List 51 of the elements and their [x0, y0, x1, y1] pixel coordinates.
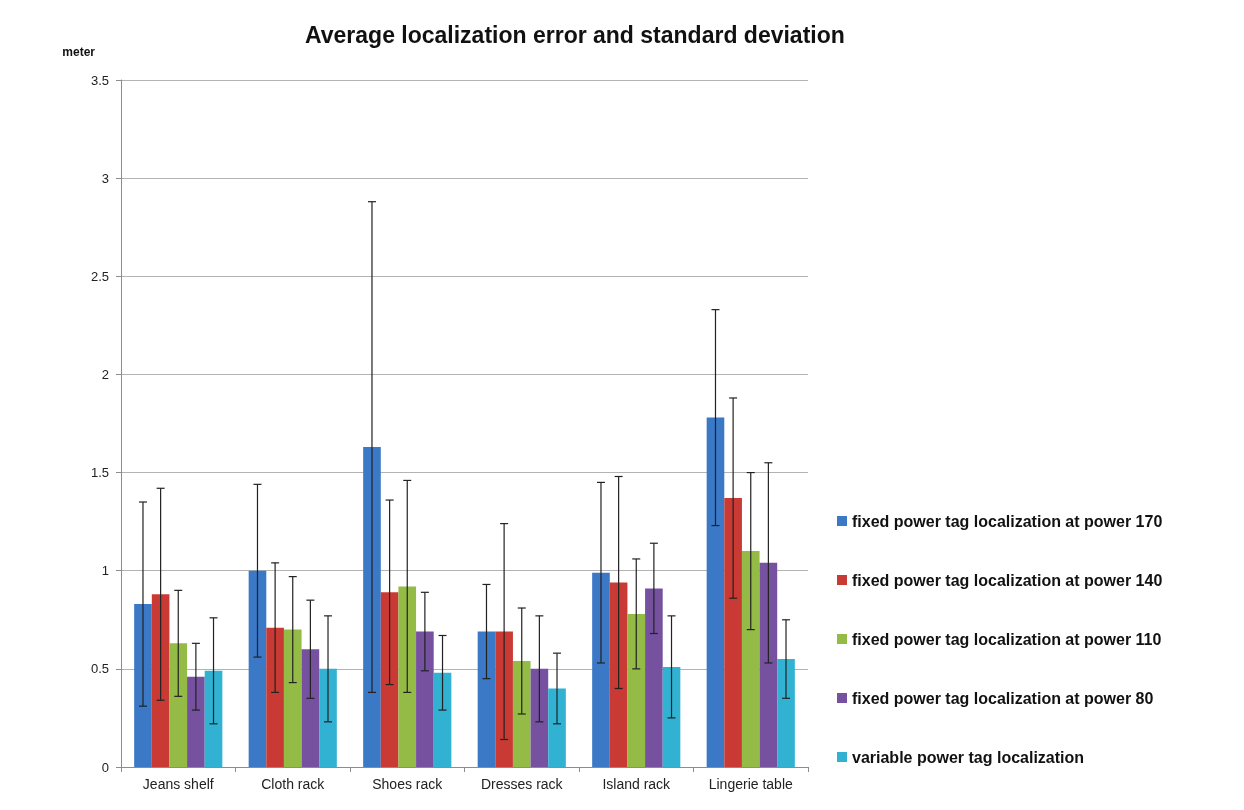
bar — [398, 586, 417, 767]
y-tick-label: 2.5 — [90, 268, 109, 284]
bar — [495, 631, 513, 767]
bar — [187, 676, 205, 767]
x-tick-label: Dresses rack — [480, 776, 564, 792]
x-tick-label: Jeans shelf — [142, 776, 214, 792]
y-tick-label: 1.5 — [90, 465, 109, 481]
legend-label: variable power tag localization — [852, 748, 1085, 766]
bar — [363, 447, 381, 767]
chart-title: Average localization error and standard deviation — [305, 21, 845, 48]
bar — [204, 670, 223, 767]
legend-label: fixed power tag localization at power 80 — [852, 689, 1154, 707]
bar — [759, 562, 778, 767]
bar — [741, 551, 760, 767]
bar — [662, 666, 681, 767]
bar — [609, 582, 628, 767]
y-tick-label: 1 — [101, 563, 109, 579]
x-tick-label: Cloth rack — [261, 776, 326, 792]
bar — [645, 588, 663, 767]
bar — [477, 631, 496, 767]
x-tick-label: Shoes rack — [372, 776, 444, 792]
y-tick-label: 3.5 — [90, 72, 109, 88]
bar — [248, 570, 267, 767]
bar — [433, 672, 452, 767]
bar — [319, 668, 337, 767]
y-tick-label: 0 — [101, 759, 109, 775]
y-tick-label: 2 — [101, 366, 109, 382]
bar — [548, 688, 566, 767]
bar — [134, 604, 152, 767]
y-axis-title: meter — [62, 45, 96, 59]
y-tick-label: 0.5 — [90, 661, 109, 677]
bar — [380, 592, 399, 767]
bar — [627, 613, 646, 767]
legend-label: fixed power tag localization at power 140 — [852, 571, 1163, 589]
bar — [512, 661, 531, 767]
bar — [416, 631, 434, 767]
legend-label: fixed power tag localization at power 170 — [852, 512, 1163, 530]
bar — [266, 627, 284, 767]
legend-label: fixed power tag localization at power 110 — [852, 630, 1162, 648]
x-tick-label: Lingerie table — [708, 776, 793, 792]
bar — [283, 629, 302, 767]
bar — [151, 594, 170, 767]
y-tick-label: 3 — [101, 170, 109, 186]
bar — [530, 668, 549, 767]
x-tick-label: Island rack — [602, 776, 672, 792]
bar — [169, 643, 188, 767]
bar — [777, 659, 795, 767]
bar — [706, 417, 725, 767]
bar — [592, 572, 610, 767]
bar — [301, 649, 320, 767]
bar — [724, 498, 742, 767]
